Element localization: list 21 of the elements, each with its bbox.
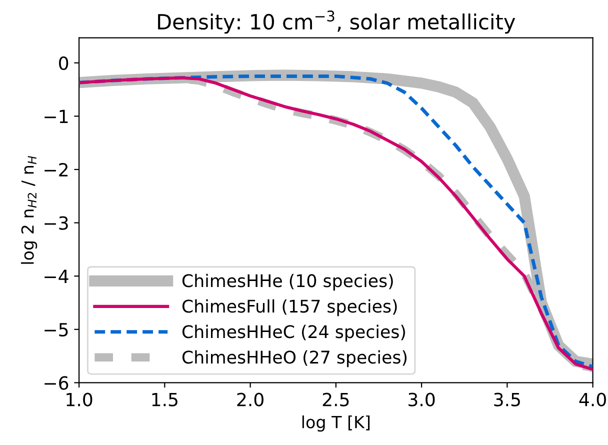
legend-label: ChimesHHe (10 species)	[182, 274, 393, 291]
legend-label: ChimesHHeO (27 species)	[182, 350, 407, 368]
x-tick-label: 2.5	[322, 392, 349, 406]
chart-title: Density: 10 cm$^{−3}$, solar metallicity	[158, 10, 516, 34]
x-tick-label: 1.0	[66, 392, 92, 406]
y-tick-label: −6	[44, 376, 68, 390]
x-tick-label: 3.5	[494, 392, 520, 406]
y-axis-title: log 2 n$_{H2}$ / n$_{H}$	[20, 156, 38, 264]
legend-label: ChimesFull (157 species)	[182, 299, 397, 316]
y-tick-label: −4	[44, 270, 68, 283]
x-tick-label: 4.0	[579, 392, 606, 406]
x-tick-label: 1.5	[152, 392, 178, 406]
y-tick-label: 0	[59, 56, 68, 70]
x-axis-title: log T [K]	[302, 415, 370, 432]
y-tick-label: −3	[44, 216, 68, 230]
x-tick-label: 3.0	[408, 392, 435, 406]
y-tick-label: −5	[44, 323, 68, 337]
y-tick-label: −2	[44, 162, 68, 176]
y-tick-label: −1	[44, 110, 68, 124]
x-tick-label: 2.0	[237, 392, 264, 406]
legend-label: ChimesHHeC (24 species)	[182, 324, 405, 342]
